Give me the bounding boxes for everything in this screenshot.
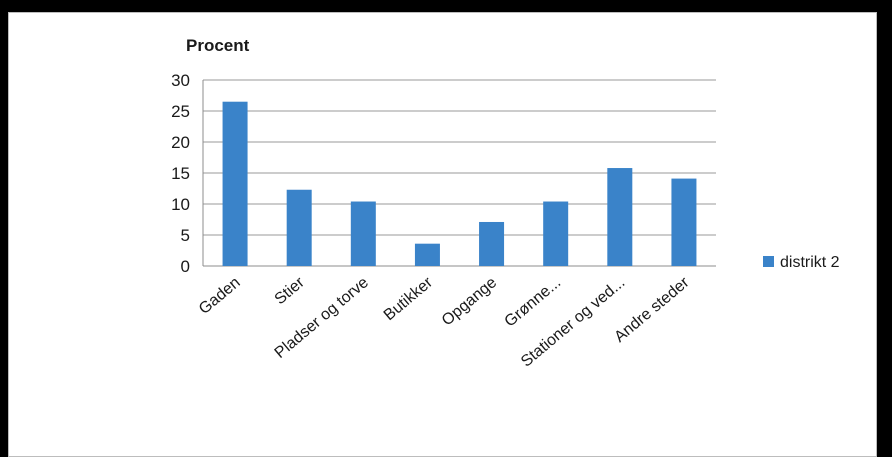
- bar: [543, 201, 569, 266]
- category-label: Gaden: [196, 274, 244, 318]
- legend-swatch: [763, 256, 774, 267]
- y-axis-title: Procent: [186, 36, 250, 55]
- gridlines: [202, 79, 716, 267]
- category-label: Opgange: [439, 274, 500, 329]
- y-tick-label: 25: [171, 102, 190, 121]
- y-tick-label: 20: [171, 133, 190, 152]
- bar: [607, 168, 633, 266]
- y-tick-label: 10: [171, 195, 190, 214]
- bar: [671, 178, 697, 266]
- category-label: Stationer og ved...: [518, 274, 628, 370]
- bar: [479, 221, 505, 266]
- y-tick-label: 15: [171, 164, 190, 183]
- bar: [350, 201, 376, 266]
- bars: [222, 101, 697, 266]
- bar: [222, 101, 248, 266]
- category-label: Butikker: [381, 274, 437, 325]
- bar: [414, 243, 440, 266]
- category-label: Stier: [272, 274, 309, 309]
- category-label: Grønne...: [502, 274, 565, 330]
- bar: [286, 189, 312, 266]
- y-tick-label: 30: [171, 71, 190, 90]
- y-tick-label: 0: [181, 257, 190, 276]
- y-tick-labels: 0 5 10 15 20 25 30: [171, 71, 190, 276]
- legend: distrikt 2: [763, 254, 840, 271]
- legend-label: distrikt 2: [780, 254, 840, 271]
- y-tick-label: 5: [181, 226, 190, 245]
